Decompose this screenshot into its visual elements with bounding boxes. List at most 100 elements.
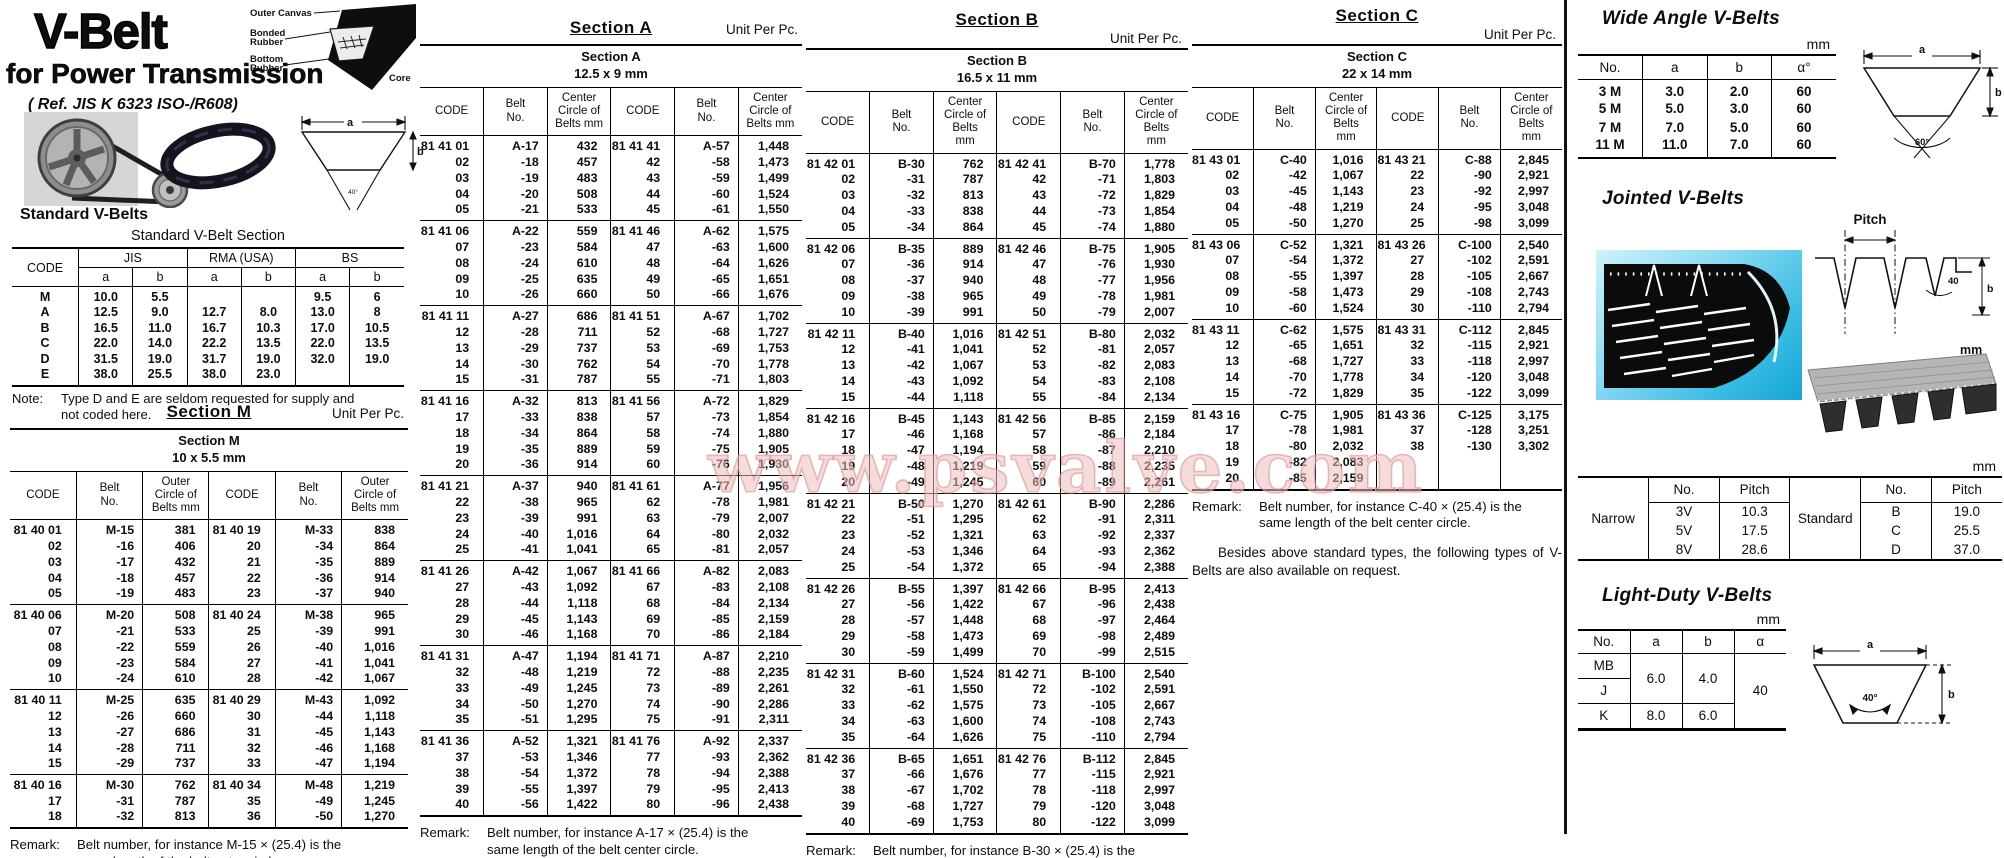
cell: 2,794 [1499,300,1562,320]
cell: -89 [1060,474,1125,494]
cell: 6 [349,286,404,305]
cell: 1,854 [737,409,802,426]
cell: -61 [674,202,739,221]
cell: 762 [142,774,209,794]
cell: 81 41 71 [610,645,675,665]
cell: 8.0 [240,305,296,321]
cell: 1,473 [1314,284,1377,301]
cell: -16 [75,538,143,555]
pitch-label: Pitch [1853,212,1886,227]
light-duty-diagram: a 40° b [1812,639,1955,725]
cell: -22 [75,639,143,656]
header-cell: CODE [420,87,484,137]
cell: 81 40 01 [13,523,62,538]
cell: 2,108 [1123,373,1188,390]
section-c-titlebar: Section C Unit Per Pc. [1192,6,1562,42]
header-cell: a [186,267,242,287]
table-row: 04 -33 838 44 -73 1,854 [806,203,1188,220]
cell: E [40,367,50,382]
section-c-table: Section C 22 x 14 mm CODE Belt No. Center C… [1192,44,1562,491]
cell: 81 41 76 [610,730,675,750]
cell: 45 [610,202,675,221]
label-core: Core [389,73,411,84]
cell: 74 [996,713,1061,730]
cell: 635 [142,689,209,709]
cell: -82 [1253,454,1316,471]
cell: 2,083 [1123,357,1188,374]
cell: 22 [841,512,856,527]
cell: 18 [48,809,62,824]
cell: 81 40 06 [13,608,62,623]
cell: 9.0 [132,305,188,321]
cell: 19 [1225,455,1240,470]
cell: -70 [1253,369,1316,386]
cell: 17 [1225,423,1240,438]
cell: 28 [841,613,856,628]
cell: 1,448 [932,612,997,629]
cell: 81 40 11 [14,693,62,708]
unit-label: mm [1960,343,1982,357]
cell: -23 [483,239,548,256]
cell: 28 [1376,268,1439,285]
cell: -86 [674,627,739,646]
cell: 1,727 [737,324,802,341]
cell: 2,210 [1123,442,1188,459]
table-row: 05 -19 483 23 -37 940 [10,586,408,605]
table-row: 81 41 16 A-32 813 81 41 56 A-72 1,829 [420,390,802,410]
cell: 3,048 [1499,199,1562,216]
cell: -68 [869,798,934,815]
dimension-lines [300,116,417,211]
header-cell: CODE [1192,87,1254,150]
cell: 53 [996,357,1061,374]
table-row: Narrow No. Pitch Standard No. Pitch [1578,478,2002,559]
table-row: 81 43 11 C-62 1,575 81 43 31 C-112 2,845 [1192,319,1562,338]
cell: 03 [48,554,62,569]
cell: 2,362 [1123,543,1188,560]
cell: 2,261 [737,680,802,697]
cell: 1,651 [1314,337,1377,354]
cell: 52 [996,341,1061,358]
cell: 79 [610,781,675,798]
cell: 1,905 [737,441,802,458]
cell: -90 [1438,167,1501,184]
cell: A-42 [483,560,548,580]
table-row: 14 -43 1,092 54 -83 2,108 [806,373,1188,390]
cell: 36 [208,809,276,828]
table-row: 13 -29 737 53 -69 1,753 [420,340,802,357]
cell: A-17 [483,135,548,155]
cell: -102 [1060,681,1125,698]
cell: 14 [455,356,470,371]
header-cell: CODE [1376,87,1439,150]
header-cell: Center Circle of Belts mm [1499,87,1562,150]
cell: No. [1860,478,1932,503]
cell: -33 [869,203,934,220]
section-c-title: Section C [1335,6,1419,25]
cell: 3,251 [1499,422,1562,439]
table-row: MB 6.0 4.0 40 [1578,653,1786,729]
cell: 2,845 [1499,149,1562,168]
cell: -87 [1060,442,1125,459]
belt-types-unit: mm [1972,458,1996,474]
cell: 35 [1376,385,1439,405]
cell: 19.0 [1930,502,2002,521]
cell: 34 [455,696,470,711]
cell: 1,651 [932,748,997,767]
section-m-titlebar: Section M Unit Per Pc. [10,402,408,428]
cell: 2,743 [1123,713,1188,730]
cell: -36 [483,457,548,476]
cell: 14 [48,740,62,755]
cell: 1,118 [546,595,611,612]
cell: 57 [996,426,1061,443]
cell: -28 [75,740,143,757]
cell: 13 [1225,354,1240,369]
cell: 64 [610,526,675,543]
cell: 16.7 [186,320,242,337]
cell: 584 [142,655,209,672]
cell: 1,194 [546,645,611,665]
cell: 1,905 [1123,238,1188,257]
cell: 7 M [1598,120,1622,135]
cell: C-62 [1253,319,1316,338]
cell: 2,464 [1123,612,1188,629]
cell: 25 [841,559,856,574]
surface-texture [1813,361,1996,395]
